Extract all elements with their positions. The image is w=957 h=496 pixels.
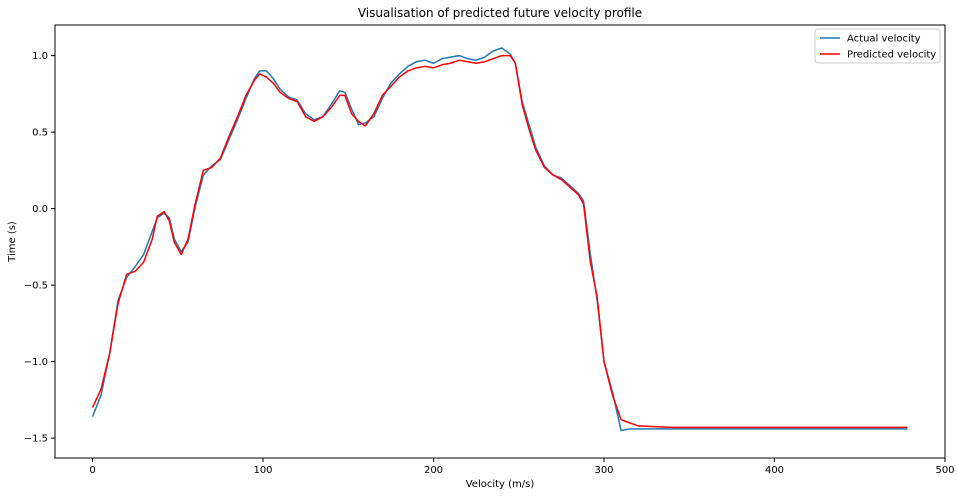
legend-label-predicted: Predicted velocity xyxy=(847,50,936,61)
plot-frame xyxy=(54,24,946,459)
actual-velocity-line xyxy=(91,47,908,432)
x-tick-label: 400 xyxy=(765,465,784,476)
legend-box xyxy=(814,28,941,64)
y-tick-label: 1.0 xyxy=(32,51,48,62)
x-axis-label: Velocity (m/s) xyxy=(466,479,535,490)
x-tick-label: 500 xyxy=(935,465,954,476)
x-tick-label: 200 xyxy=(424,465,443,476)
y-axis: −1.5 −1.0 −0.5 0.0 0.5 1.0 xyxy=(24,51,55,445)
y-tick-label: 0.0 xyxy=(32,204,48,215)
y-tick-label: −0.5 xyxy=(24,281,48,292)
x-tick-label: 300 xyxy=(594,465,613,476)
legend: Actual velocity Predicted velocity xyxy=(814,28,941,64)
chart-title: Visualisation of predicted future veloci… xyxy=(358,6,642,20)
x-tick-label: 0 xyxy=(89,465,95,476)
predicted-velocity-line xyxy=(91,54,908,429)
y-tick-label: −1.0 xyxy=(24,357,48,368)
y-axis-label: Time (s) xyxy=(7,221,18,263)
x-tick-label: 100 xyxy=(253,465,272,476)
y-tick-label: −1.5 xyxy=(24,434,48,445)
x-axis: 0 100 200 300 400 500 xyxy=(89,458,955,476)
plot-area xyxy=(91,47,908,432)
legend-label-actual: Actual velocity xyxy=(847,34,921,45)
y-tick-label: 0.5 xyxy=(32,128,48,139)
